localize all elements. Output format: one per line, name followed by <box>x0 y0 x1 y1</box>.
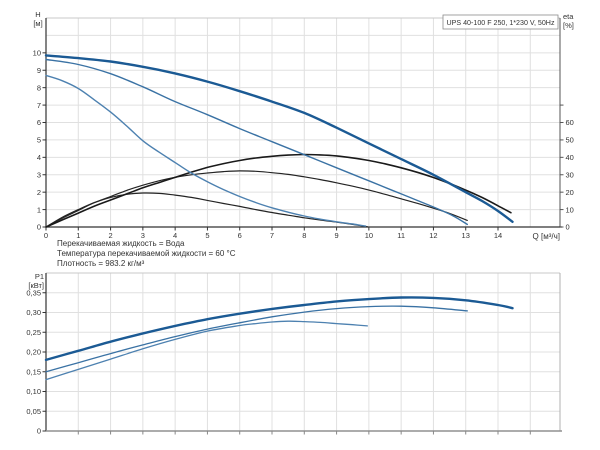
x-tick-label: 11 <box>397 231 405 240</box>
curve-eta-speed2 <box>45 170 468 228</box>
x-tick-label: 12 <box>429 231 437 240</box>
y-left-tick-label: 0,25 <box>26 328 41 337</box>
y-left-tick-label: 0,05 <box>26 407 41 416</box>
y-left-tick-label: 0 <box>37 427 41 436</box>
x-tick-label: 2 <box>108 231 112 240</box>
x-tick-label: 8 <box>302 231 306 240</box>
note-pumped-liquid: Перекачиваемая жидкость = Вода <box>57 239 185 248</box>
curve-p1-speed3 <box>44 296 514 362</box>
x-tick-label: 14 <box>494 231 502 240</box>
note-density: Плотность = 983.2 кг/м³ <box>57 259 145 268</box>
y-right-tick-label: 40 <box>566 153 574 162</box>
head-axis-unit: [м] <box>33 19 42 28</box>
y-right-tick-label: 30 <box>566 170 574 179</box>
head-axis-title: H <box>35 10 40 19</box>
y-right-tick-label: 50 <box>566 136 574 145</box>
x-tick-label: 13 <box>462 231 470 240</box>
y-left-tick-label: 8 <box>37 83 41 92</box>
note-liquid-temperature: Температура перекачиваемой жидкости = 60… <box>57 249 236 258</box>
y-left-tick-label: 4 <box>37 153 41 162</box>
flow-axis-label: Q [м³/ч] <box>533 232 560 241</box>
pump-title-box <box>442 14 559 30</box>
y-right-tick-label: 20 <box>566 188 574 197</box>
x-tick-label: 10 <box>365 231 373 240</box>
y-left-tick-label: 0,20 <box>26 348 41 357</box>
power-axis-title: P1 <box>35 272 44 281</box>
y-left-tick-label: 5 <box>37 136 41 145</box>
y-right-tick-label: 10 <box>566 205 574 214</box>
y-right-tick-label: 0 <box>566 223 570 232</box>
y-left-tick-label: 7 <box>37 101 41 110</box>
pump-title: UPS 40-100 F 250, 1*230 V, 50Hz <box>447 18 555 27</box>
curve-p1-speed2 <box>45 305 468 373</box>
y-left-tick-label: 0,10 <box>26 387 41 396</box>
y-left-tick-label: 1 <box>37 205 41 214</box>
curve-p1-speed1 <box>45 320 368 381</box>
x-tick-label: 1 <box>76 231 80 240</box>
power-axis-unit: [кВт] <box>28 281 44 290</box>
curve-eta-speed3 <box>45 153 512 228</box>
y-left-tick-label: 0 <box>37 223 41 232</box>
y-left-tick-label: 9 <box>37 66 41 75</box>
y-left-tick-label: 10 <box>33 49 41 58</box>
x-tick-label: 5 <box>205 231 209 240</box>
x-tick-label: 3 <box>141 231 145 240</box>
y-left-tick-label: 0,35 <box>26 288 41 297</box>
y-left-tick-label: 6 <box>37 118 41 127</box>
curve-head-speed2 <box>45 58 468 226</box>
x-tick-label: 7 <box>270 231 274 240</box>
x-tick-label: 6 <box>238 231 242 240</box>
y-left-tick-label: 2 <box>37 188 41 197</box>
y-left-tick-label: 0,30 <box>26 308 41 317</box>
x-tick-label: 9 <box>334 231 338 240</box>
y-right-tick-label: 60 <box>566 118 574 127</box>
eta-axis-title: eta <box>563 12 574 21</box>
chart-generated-layer: 0 1 2 3 4 5 6 7 8 9 10 11 12 13 1401234567891001020304… <box>26 17 574 436</box>
x-tick-label: 4 <box>173 231 177 240</box>
y-left-tick-label: 3 <box>37 170 41 179</box>
eta-axis-unit: [%] <box>563 21 574 30</box>
y-left-tick-label: 0,15 <box>26 367 41 376</box>
curve-head-speed3 <box>44 54 514 223</box>
x-tick-label: 0 <box>44 231 48 240</box>
curve-head-speed1 <box>45 74 367 227</box>
